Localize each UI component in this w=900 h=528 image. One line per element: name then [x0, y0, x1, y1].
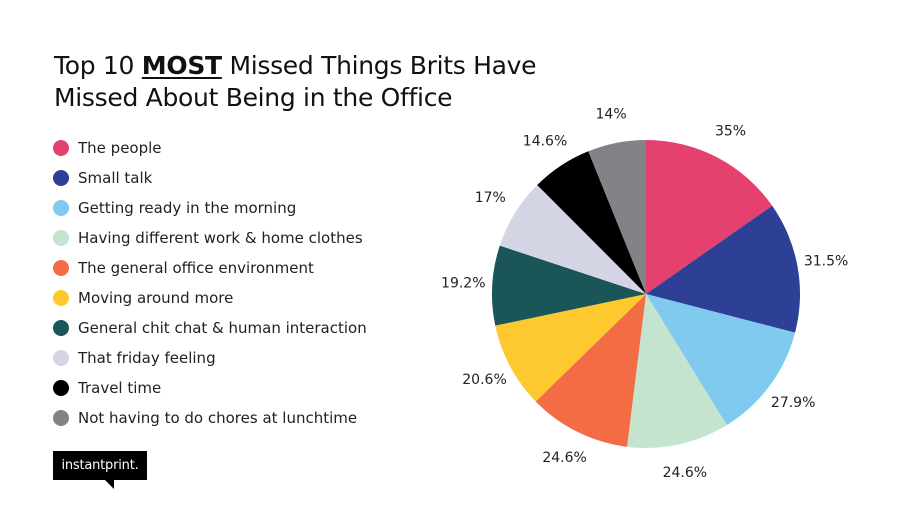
legend-item: The people	[53, 133, 367, 163]
pie-slice	[499, 185, 646, 294]
pie-slice	[588, 140, 646, 294]
slice-data-label: 24.6%	[663, 465, 707, 481]
legend-swatch	[53, 230, 69, 246]
legend-item: That friday feeling	[53, 343, 367, 373]
legend-label: That friday feeling	[78, 349, 216, 367]
legend-label: Getting ready in the morning	[78, 199, 297, 217]
legend-label: Not having to do chores at lunchtime	[78, 409, 358, 427]
legend-swatch	[53, 350, 69, 366]
pie-slice	[537, 151, 646, 294]
legend-label: Small talk	[78, 169, 153, 187]
chart-legend: The people Small talk Getting ready in t…	[53, 133, 367, 433]
legend-item: Travel time	[53, 373, 367, 403]
slice-data-label: 24.6%	[542, 450, 586, 466]
title-suffix: Missed Things Brits Have	[221, 51, 537, 80]
title-line2: Missed About Being in the Office	[54, 83, 453, 112]
slice-data-label: 19.2%	[441, 276, 485, 292]
pie-slice	[627, 294, 727, 448]
legend-swatch	[53, 200, 69, 216]
slice-data-label: 17%	[475, 190, 506, 206]
slice-data-label: 27.9%	[771, 395, 815, 411]
pie-slice	[492, 245, 646, 326]
legend-swatch	[53, 410, 69, 426]
legend-item: Not having to do chores at lunchtime	[53, 403, 367, 433]
legend-swatch	[53, 320, 69, 336]
legend-item: Small talk	[53, 163, 367, 193]
legend-item: General chit chat & human interaction	[53, 313, 367, 343]
legend-item: Getting ready in the morning	[53, 193, 367, 223]
chart-title: Top 10 MOST Missed Things Brits Have Mis…	[54, 50, 574, 114]
slice-data-label: 35%	[715, 124, 746, 140]
pie-slice	[535, 294, 646, 447]
legend-label: Moving around more	[78, 289, 234, 307]
legend-item: The general office environment	[53, 253, 367, 283]
legend-swatch	[53, 380, 69, 396]
legend-label: General chit chat & human interaction	[78, 319, 367, 337]
pie-slice	[646, 294, 796, 426]
logo-text: instantprint.	[53, 451, 147, 480]
slice-data-label: 14.6%	[523, 133, 567, 149]
title-emphasis: MOST	[141, 51, 222, 80]
instantprint-logo: instantprint.	[53, 451, 147, 489]
legend-swatch	[53, 170, 69, 186]
legend-item: Moving around more	[53, 283, 367, 313]
title-prefix: Top 10	[54, 51, 142, 80]
legend-label: Having different work & home clothes	[78, 229, 363, 247]
legend-swatch	[53, 260, 69, 276]
slice-data-label: 31.5%	[804, 254, 848, 270]
pie-slice	[646, 205, 800, 333]
legend-swatch	[53, 290, 69, 306]
legend-label: Travel time	[78, 379, 162, 397]
slice-data-label: 20.6%	[462, 372, 506, 388]
slice-data-label: 14%	[596, 106, 627, 122]
legend-label: The general office environment	[78, 259, 314, 277]
pie-slice	[646, 140, 773, 294]
legend-item: Having different work & home clothes	[53, 223, 367, 253]
logo-speech-tail	[105, 480, 114, 489]
legend-label: The people	[78, 139, 162, 157]
legend-swatch	[53, 140, 69, 156]
pie-slice	[495, 294, 646, 402]
